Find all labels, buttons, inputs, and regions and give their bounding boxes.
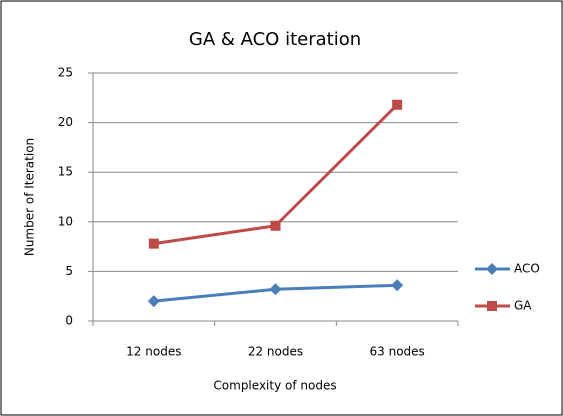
chart-title: GA & ACO iteration [189,29,361,50]
marker [148,238,159,249]
marker [391,279,404,292]
y-axis-label: Number of Iteration [23,138,37,256]
marker [147,295,160,308]
x-tick-label: 22 nodes [248,345,303,359]
y-tick-label: 25 [58,66,73,80]
legend-label: ACO [514,262,540,276]
y-tick-label: 5 [65,264,73,278]
legend-label: GA [514,299,532,313]
y-tick-label: 0 [65,314,73,328]
y-tick-label: 15 [58,165,73,179]
marker [269,283,282,296]
x-tick-label: 12 nodes [126,345,181,359]
marker [270,220,281,231]
y-tick-label: 10 [58,214,73,228]
legend-marker [487,301,497,311]
marker [392,99,403,110]
y-tick-label: 20 [58,115,73,129]
x-axis-label: Complexity of nodes [213,379,336,393]
x-tick-label: 63 nodes [370,345,425,359]
legend-marker [486,263,498,275]
